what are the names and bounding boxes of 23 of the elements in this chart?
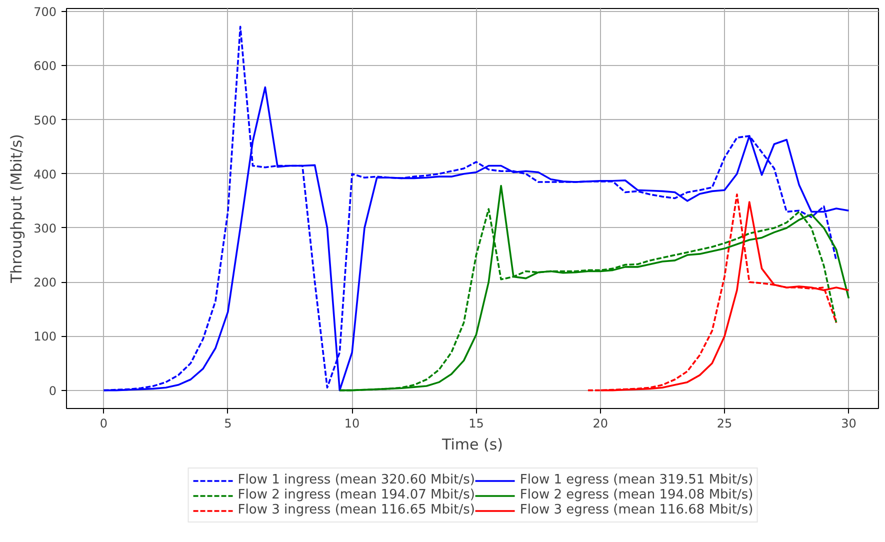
x-tick-label: 10 xyxy=(344,416,360,430)
legend-label: Flow 3 egress (mean 116.68 Mbit/s) xyxy=(520,502,754,518)
y-axis-title: Throughput (Mbit/s) xyxy=(8,134,26,284)
legend-label: Flow 2 ingress (mean 194.07 Mbit/s) xyxy=(238,488,475,502)
legend-label: Flow 3 ingress (mean 116.65 Mbit/s) xyxy=(238,502,475,518)
y-tick-label: 500 xyxy=(34,113,56,128)
x-tick-label: 20 xyxy=(592,416,608,430)
x-tick-label: 30 xyxy=(841,416,856,430)
y-tick-label: 600 xyxy=(34,59,56,74)
y-tick-label: 700 xyxy=(34,5,56,20)
legend-label: Flow 1 ingress (mean 320.60 Mbit/s) xyxy=(238,472,475,488)
y-tick-label: 100 xyxy=(34,330,56,344)
legend-label: Flow 2 egress (mean 194.08 Mbit/s) xyxy=(520,488,754,502)
legend-label: Flow 1 egress (mean 319.51 Mbit/s) xyxy=(520,472,754,488)
x-tick-label: 5 xyxy=(224,416,232,430)
y-tick-label: 400 xyxy=(34,167,56,182)
x-axis-title: Time (s) xyxy=(441,436,503,454)
x-tick-label: 0 xyxy=(100,416,108,430)
y-tick-label: 200 xyxy=(34,276,56,290)
y-tick-label: 300 xyxy=(34,221,56,236)
x-tick-label: 15 xyxy=(468,416,484,430)
y-tick-label: 0 xyxy=(48,384,57,398)
x-tick-label: 25 xyxy=(716,416,732,430)
